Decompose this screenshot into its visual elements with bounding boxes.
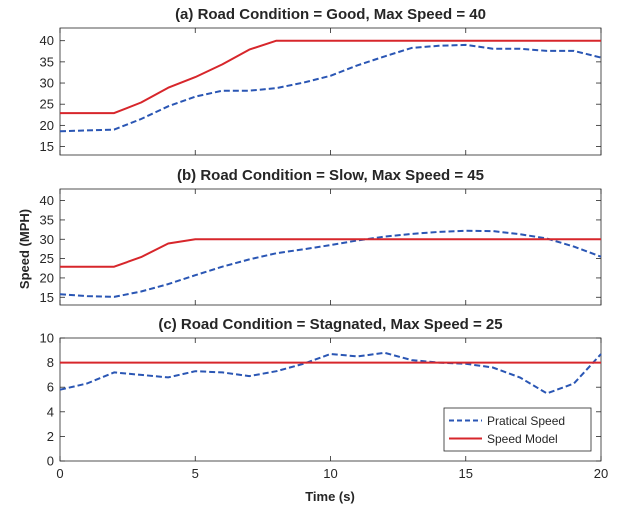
panel-a-speed-model-line xyxy=(60,39,601,115)
panel-b-title: (b) Road Condition = Slow, Max Speed = 4… xyxy=(177,167,484,184)
panel-c-ytick-label: 4 xyxy=(47,404,54,419)
panel-a-practical-speed-line xyxy=(59,43,602,133)
panel-a-ytick-label: 35 xyxy=(40,54,54,69)
panel-b-axes-box xyxy=(59,188,602,306)
panel-c-ytick-label: 8 xyxy=(47,355,54,370)
legend-practical-label: Pratical Speed xyxy=(487,414,565,428)
panel-a-title: (a) Road Condition = Good, Max Speed = 4… xyxy=(175,6,486,23)
panel-b-ytick-label: 40 xyxy=(40,193,54,208)
panel-a-ytick-label: 15 xyxy=(40,139,54,154)
panel-b-speed-model-line xyxy=(60,238,601,268)
panel-a-ytick-label: 25 xyxy=(40,97,54,112)
panel-b-ytick-label: 35 xyxy=(40,212,54,227)
panel-b-practical-speed-line xyxy=(59,229,602,298)
x-axis-label: Time (s) xyxy=(305,489,355,504)
panel-c-practical-speed-line xyxy=(59,351,602,395)
panel-b-ytick-label: 15 xyxy=(40,290,54,305)
panel-a-ytick-label: 20 xyxy=(40,118,54,133)
panel-c-xtick-label: 0 xyxy=(56,466,63,481)
panel-c-ytick-label: 10 xyxy=(40,331,54,346)
panel-c-xtick-label: 15 xyxy=(459,466,473,481)
legend-model-label: Speed Model xyxy=(487,432,558,446)
legend-box xyxy=(443,407,592,452)
panel-c-ytick-label: 6 xyxy=(47,380,54,395)
panel-a: (a) Road Condition = Good, Max Speed = 4… xyxy=(40,6,602,156)
panel-b-ytick-label: 20 xyxy=(40,270,54,285)
panel-a-ytick-label: 40 xyxy=(40,33,54,48)
panel-c-title: (c) Road Condition = Stagnated, Max Spee… xyxy=(158,316,502,333)
panel-b-ytick-label: 25 xyxy=(40,251,54,266)
panel-c-ytick-label: 0 xyxy=(47,454,54,469)
panel-c-xtick-label: 5 xyxy=(192,466,199,481)
panel-c: (c) Road Condition = Stagnated, Max Spee… xyxy=(40,316,609,481)
legend: Pratical Speed Speed Model xyxy=(443,407,592,452)
panel-b-ytick-label: 30 xyxy=(40,232,54,247)
panel-b: (b) Road Condition = Slow, Max Speed = 4… xyxy=(40,167,602,306)
panel-c-xtick-label: 20 xyxy=(594,466,608,481)
panel-c-ytick-label: 2 xyxy=(47,429,54,444)
y-axis-label: Speed (MPH) xyxy=(17,209,32,289)
panel-c-xtick-label: 10 xyxy=(323,466,337,481)
panel-a-ytick-label: 30 xyxy=(40,76,54,91)
panel-a-axes-box xyxy=(59,27,602,156)
